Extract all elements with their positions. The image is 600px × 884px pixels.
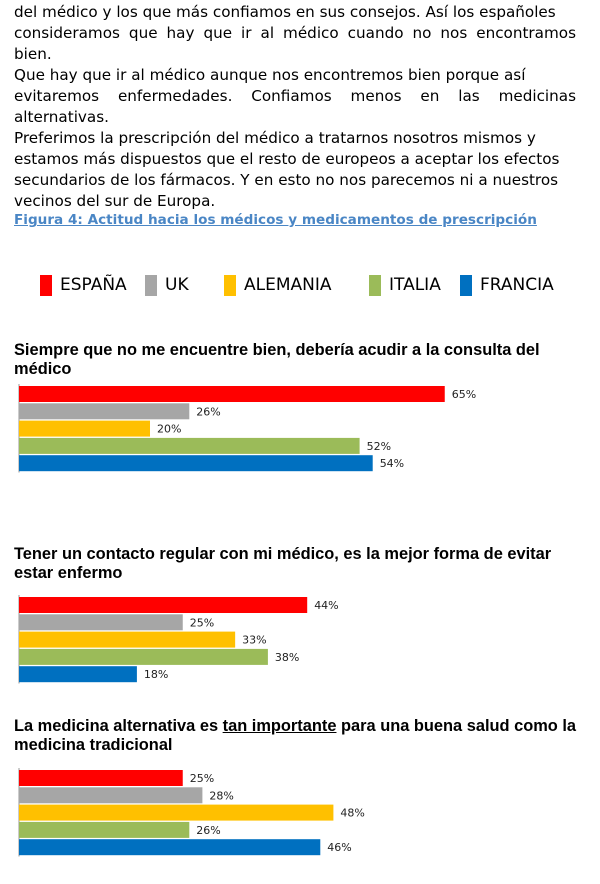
legend-swatch-italia xyxy=(369,274,381,296)
bar-value-label: 65% xyxy=(452,388,476,401)
bar-value-label: 20% xyxy=(157,423,181,436)
paragraph-line: del médico y los que más confiamos en su… xyxy=(14,3,556,21)
bar-value-label: 38% xyxy=(275,651,299,664)
chart-3-title: La medicina alternativa es tan important… xyxy=(14,717,584,755)
legend-item-uk: UK xyxy=(145,274,189,296)
legend-label: UK xyxy=(165,275,189,295)
paragraph-line: Preferimos la prescripción del médico a … xyxy=(14,129,536,147)
bar-alemania xyxy=(19,420,150,437)
paragraph-line: evitaremos enfermedades. Confiamos menos… xyxy=(14,87,576,126)
legend-swatch-espana xyxy=(40,274,52,296)
legend-swatch-alemania xyxy=(224,274,236,296)
bar-uk xyxy=(19,403,190,420)
bar-uk xyxy=(19,614,183,631)
paragraph-line: vecinos del sur de Europa. xyxy=(14,192,216,210)
bar-francia xyxy=(19,455,373,472)
bar-espana xyxy=(19,597,308,613)
bar-value-label: 18% xyxy=(144,668,168,681)
bar-value-label: 48% xyxy=(340,807,364,820)
legend-item-francia: FRANCIA xyxy=(460,274,554,296)
paragraph-line: Que hay que ir al médico aunque nos enco… xyxy=(14,66,526,84)
legend-swatch-uk xyxy=(145,274,157,296)
bar-espana xyxy=(19,770,183,786)
bar-espana xyxy=(19,386,445,402)
paragraph-line: secundarios de los fármacos. Y en esto n… xyxy=(14,171,559,189)
chart-1-title: Siempre que no me encuentre bien, deberí… xyxy=(14,341,540,378)
bar-value-label: 28% xyxy=(209,789,233,802)
legend-item-alemania: ALEMANIA xyxy=(224,274,332,296)
legend-swatch-francia xyxy=(460,274,472,296)
bar-italia xyxy=(19,437,360,454)
chart-2-title: Tener un contacto regular con mi médico,… xyxy=(14,545,552,582)
chart-3-title-emphasis: tan importante xyxy=(222,717,337,735)
bar-value-label: 25% xyxy=(190,616,214,629)
legend-label: ESPAÑA xyxy=(60,275,127,295)
bar-alemania xyxy=(19,631,236,648)
bar-value-label: 54% xyxy=(380,457,404,470)
chart-2-bars: 44% 25% 33% 38% 18% xyxy=(18,595,339,684)
bar-value-label: 26% xyxy=(196,405,220,418)
bar-value-label: 52% xyxy=(367,440,391,453)
bar-francia xyxy=(19,666,137,683)
paragraph-line: consideramos que hay que ir al médico cu… xyxy=(14,24,576,63)
bar-uk xyxy=(19,787,203,804)
bar-value-label: 26% xyxy=(196,824,220,837)
bar-alemania xyxy=(19,804,334,821)
figure-title: Figura 4: Actitud hacia los médicos y me… xyxy=(14,212,537,228)
bar-value-label: 44% xyxy=(314,599,338,612)
paragraph-line: estamos más dispuestos que el resto de e… xyxy=(14,150,560,168)
chart-legend: ESPAÑA UK ALEMANIA ITALIA FRANCIA xyxy=(0,274,600,298)
legend-item-espana: ESPAÑA xyxy=(40,274,127,296)
legend-label: ITALIA xyxy=(389,275,441,295)
bar-value-label: 33% xyxy=(242,634,266,647)
chart-1-bars: 65% 26% 20% 52% 54% xyxy=(18,384,476,473)
bar-italia xyxy=(19,648,268,665)
bar-italia xyxy=(19,821,190,838)
chart-3-title-part: La medicina alternativa es xyxy=(14,717,223,735)
chart-3-title-part: para una buena salud como la medicina tr… xyxy=(14,717,577,754)
chart-3-bars: 25% 28% 48% 26% 46% xyxy=(18,768,365,857)
legend-item-italia: ITALIA xyxy=(369,274,441,296)
body-paragraph: del médico y los que más confiamos en su… xyxy=(14,2,576,212)
legend-label: FRANCIA xyxy=(480,275,554,295)
legend-label: ALEMANIA xyxy=(244,275,332,295)
bar-value-label: 46% xyxy=(327,841,351,854)
bar-value-label: 25% xyxy=(190,772,214,785)
bar-francia xyxy=(19,839,321,856)
